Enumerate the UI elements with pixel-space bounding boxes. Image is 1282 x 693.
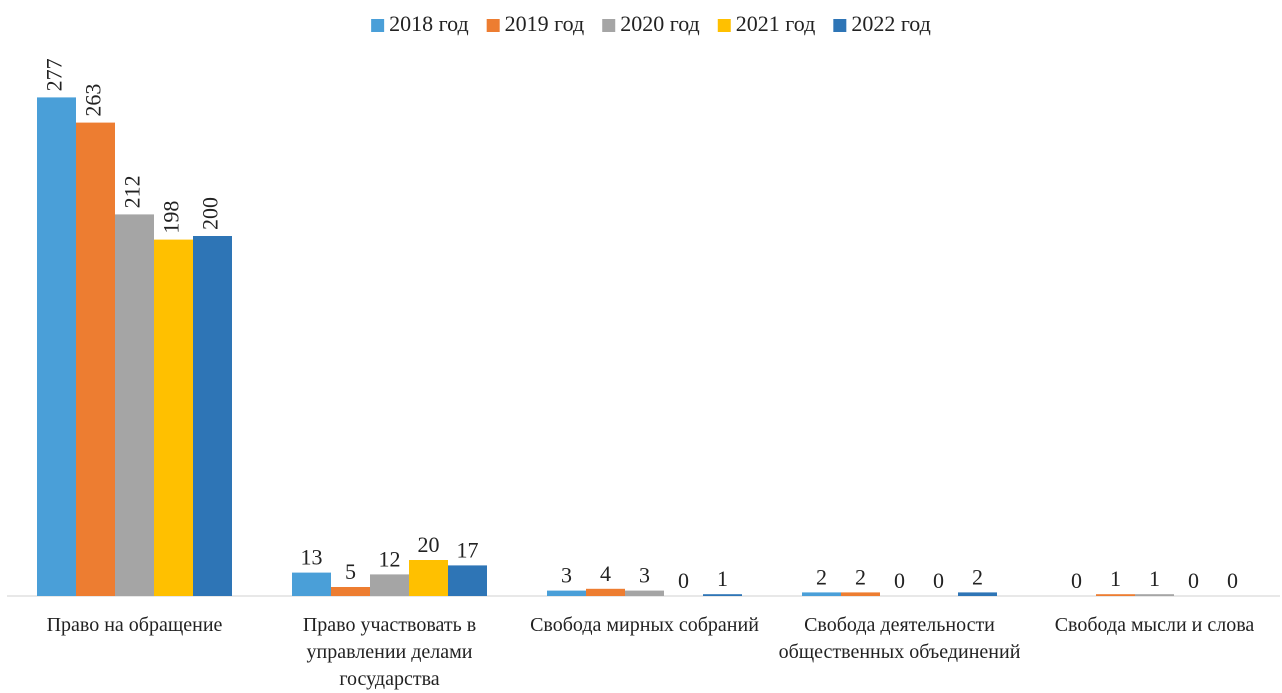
legend-swatch xyxy=(602,19,616,32)
legend-label: 2022 год xyxy=(851,11,931,36)
bar xyxy=(802,592,841,596)
data-label: 200 xyxy=(198,197,223,230)
data-label: 263 xyxy=(81,84,106,117)
data-label: 1 xyxy=(717,566,728,591)
data-label: 3 xyxy=(639,563,650,588)
bar xyxy=(448,565,487,596)
data-label: 3 xyxy=(561,563,572,588)
data-label: 5 xyxy=(345,559,356,584)
x-tick-label: Право на обращение xyxy=(46,614,223,636)
data-label: 12 xyxy=(379,546,401,571)
data-label: 1 xyxy=(1110,566,1121,591)
x-tick-label: Свобода мысли и слова xyxy=(1054,614,1255,636)
data-label: 0 xyxy=(894,568,905,593)
bar xyxy=(193,236,232,596)
data-label: 0 xyxy=(678,568,689,593)
bar xyxy=(703,594,742,596)
x-tick-label: Право участвовать в управлении делами го… xyxy=(302,614,477,690)
x-tick-label: Свобода мирных собраний xyxy=(530,614,759,636)
legend-swatch xyxy=(833,19,847,32)
bar xyxy=(154,239,193,596)
legend-label: 2018 год xyxy=(389,11,469,36)
x-tick-label: Свобода деятельности общественных объеди… xyxy=(778,614,1021,663)
data-label: 0 xyxy=(1188,568,1199,593)
legend-swatch xyxy=(486,19,500,32)
bar xyxy=(292,572,331,596)
bar xyxy=(586,588,625,596)
data-label: 2 xyxy=(972,564,983,589)
bar xyxy=(958,592,997,596)
data-label: 0 xyxy=(1071,568,1082,593)
bar xyxy=(115,214,154,596)
data-label: 4 xyxy=(600,561,611,586)
bar xyxy=(625,590,664,596)
bar xyxy=(37,97,76,597)
data-label: 2 xyxy=(816,564,827,589)
legend-swatch xyxy=(717,19,731,32)
data-label: 17 xyxy=(457,537,479,562)
bar xyxy=(331,587,370,596)
data-label: 2 xyxy=(855,564,866,589)
bar xyxy=(370,574,409,596)
legend-label: 2019 год xyxy=(505,11,585,36)
data-label: 20 xyxy=(418,532,440,557)
bar xyxy=(547,590,586,596)
data-label: 198 xyxy=(159,201,184,234)
bar xyxy=(1135,594,1174,596)
bar xyxy=(841,592,880,596)
legend-swatch xyxy=(371,19,385,32)
data-label: 212 xyxy=(120,175,145,208)
bar xyxy=(1096,594,1135,596)
data-label: 13 xyxy=(301,545,323,570)
data-label: 277 xyxy=(42,58,67,91)
legend-label: 2021 год xyxy=(736,11,816,36)
bar xyxy=(76,122,115,596)
data-label: 0 xyxy=(933,568,944,593)
data-label: 0 xyxy=(1227,568,1238,593)
bar xyxy=(409,560,448,596)
legend-label: 2020 год xyxy=(620,11,700,36)
data-label: 1 xyxy=(1149,566,1160,591)
